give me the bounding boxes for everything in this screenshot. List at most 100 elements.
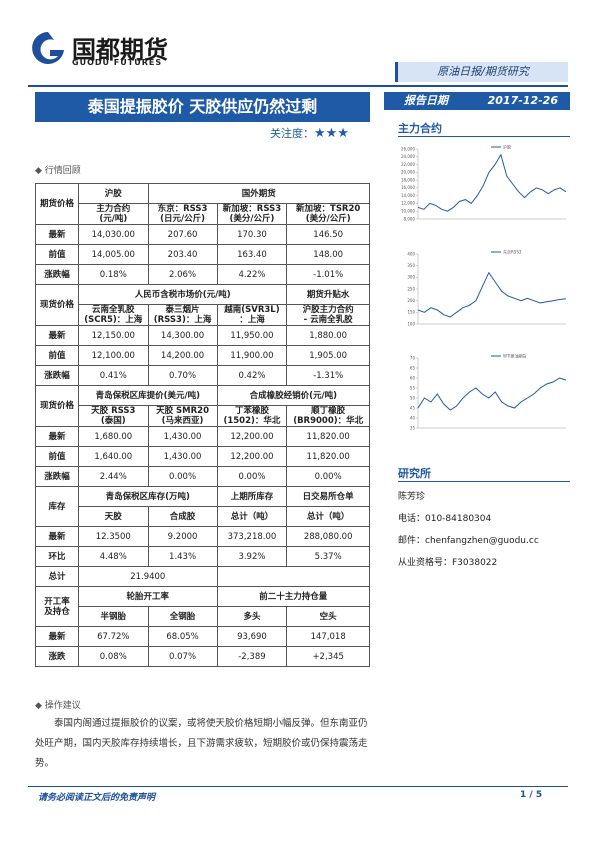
table-cell: 146.50: [286, 224, 370, 245]
table-cell: 12.3500: [78, 526, 149, 547]
y-tick-label: 45: [410, 405, 416, 410]
table-cell: 163.40: [216, 244, 288, 265]
y-tick-label: 16,000: [401, 185, 415, 190]
y-tick-label: 350: [407, 263, 415, 268]
table-cell: 前值: [35, 244, 79, 265]
table-cell: 新加坡：RSS3 (美分/公斤): [216, 203, 288, 225]
table-row: 前值 1,640.00 1,430.00 12,200.00 11,820.00: [35, 446, 370, 467]
table-row: 前值 14,005.00 203.40 163.40 148.00: [35, 244, 370, 265]
table-row: 最新 14,030.00 207.60 170.30 146.50: [35, 224, 370, 245]
y-tick-label: 300: [407, 275, 415, 280]
table-row: 涨跌 0.08% 0.07% -2,389 +2,345: [35, 646, 370, 667]
contact-email: 邮件：chenfangzhen@guodu.cc: [398, 536, 539, 546]
table-cell: 青岛保税区库存(万吨): [78, 486, 218, 507]
table-cell: 天胶 SMR20 (马来西亚): [147, 405, 218, 427]
y-tick-label: 14,000: [401, 193, 415, 198]
table-cell: 总计（吨）: [286, 506, 370, 527]
table-cell: 170.30: [216, 224, 288, 245]
rule: [28, 85, 568, 87]
table-cell: 国外期货: [147, 183, 371, 204]
table-cell: 期货升贴水: [286, 284, 370, 305]
table-cell: 轮胎开工率: [78, 586, 218, 607]
logo-en: GUODU FUTURES: [72, 58, 163, 67]
table-cell: 4.48%: [78, 546, 149, 567]
y-tick-label: 10,000: [401, 209, 415, 214]
empty-cell: [216, 566, 371, 587]
table-cell: 21.9400: [78, 566, 218, 587]
table-cell: 0.18%: [78, 264, 149, 285]
y-tick-label: 55: [410, 385, 416, 390]
advice-heading: ◆ 操作建议: [35, 701, 81, 711]
table-row: 涨跌幅 2.44% 0.00% 0.00% 0.00%: [35, 466, 370, 487]
series-line: [417, 153, 567, 212]
table-cell: 最新: [35, 526, 79, 547]
attention: 关注度：★★★: [270, 125, 349, 141]
table-cell: 14,300.00: [147, 325, 218, 346]
table-cell: 前值: [35, 345, 79, 366]
table-cell: 0.41%: [78, 365, 149, 386]
table-cell: 11,950.00: [216, 325, 288, 346]
contact-name: 陈芳珍: [398, 492, 426, 502]
table-cell: 0.00%: [216, 466, 288, 487]
table-cell: 天胶 RSS3 (泰国): [78, 405, 149, 427]
date-label: 报告日期: [404, 94, 448, 107]
series-line: [417, 271, 567, 318]
table-cell: +2,345: [286, 646, 370, 667]
table-cell: 前二十主力持仓量: [216, 586, 371, 607]
table-cell: 天胶: [78, 506, 149, 527]
table-cell: 11,820.00: [286, 446, 370, 467]
table-cell: 12,200.00: [216, 426, 288, 447]
table-cell: 9.2000: [147, 526, 218, 547]
advice-text: 泰国内阁通过提振胶价的议案，或将使天胶价格短期小幅反弹。但东南亚仍处旺产期，国内…: [35, 718, 368, 769]
table-cell: 373,218.00: [216, 526, 288, 547]
table-row: 半钢胎 全钢胎 多头 空头: [36, 606, 370, 627]
table-cell: 泰三烟片 (RSS3)：上海: [147, 304, 218, 326]
table-row: 天胶 合成胶 总计（吨） 总计（吨）: [36, 506, 370, 527]
table-cell: 越南(SVR3L) ：上海: [216, 304, 288, 326]
table-row: 总计 21.9400: [35, 566, 371, 587]
logo-icon: [32, 32, 64, 64]
table-cell: 148.00: [286, 244, 370, 265]
table-cell: 14,030.00: [78, 224, 149, 245]
line-chart: 8,000 10,000 12,000 14,000 16,000 18,000 20,00…: [401, 144, 567, 221]
y-tick-label: 150: [407, 310, 415, 315]
table-cell: 2.06%: [147, 264, 218, 285]
main-contract-heading: 主力合约: [398, 120, 570, 137]
legend-label: 沪胶: [503, 144, 511, 150]
table-row: 最新 1,680.00 1,430.00 12,200.00 11,820.00: [35, 426, 370, 447]
table-cell: 开工率 及持仓: [35, 586, 79, 627]
table-row: 最新 12,150.00 14,300.00 11,950.00 1,880.00: [35, 325, 370, 346]
line-chart: 35 40 45 50 55 60 65 70 WTI原油期货: [410, 353, 567, 430]
table-cell: 1,880.00: [286, 325, 370, 346]
table-cell: 沪胶主力合约 - 云南全乳胶: [286, 304, 370, 326]
table-cell: 0.00%: [286, 466, 370, 487]
table-cell: 1,680.00: [78, 426, 149, 447]
table-cell: 1.43%: [147, 546, 218, 567]
page-number: 1 / 5: [520, 790, 543, 800]
table-cell: 最新: [35, 626, 79, 647]
table-row: 云南全乳胶 (SCR5)：上海 泰三烟片 (RSS3)：上海 越南(SVR3L) ：…: [36, 304, 370, 326]
attention-label: 关注度：: [270, 127, 314, 140]
table-cell: 14,200.00: [147, 345, 218, 366]
review-text: 行情回顾: [44, 166, 81, 176]
y-tick-label: 400: [407, 251, 415, 256]
y-tick-label: 70: [410, 355, 416, 360]
table-row: 涨跌幅 0.18% 2.06% 4.22% -1.01%: [35, 264, 370, 285]
y-tick-label: 40: [410, 415, 416, 420]
table-cell: 93,690: [216, 626, 288, 647]
y-tick-label: 250: [407, 286, 415, 291]
table-cell: 1,640.00: [78, 446, 149, 467]
table-cell: 云南全乳胶 (SCR5)：上海: [78, 304, 149, 326]
table-cell: 0.70%: [147, 365, 218, 386]
table-row: 主力合约 (元/吨) 东京：RSS3 (日元/公斤) 新加坡：RSS3 (美分/公斤…: [36, 203, 370, 225]
table-cell: 全钢胎: [147, 606, 218, 627]
table-row: 现货价格 人民币含税市场价(元/吨) 期货升贴水: [35, 284, 370, 326]
table-cell: 主力合约 (元/吨): [78, 203, 149, 225]
table-cell: 207.60: [147, 224, 218, 245]
logo-text: 国都期货: [72, 36, 168, 64]
table-cell: 最新: [35, 325, 79, 346]
table-cell: 合成胶: [147, 506, 218, 527]
table-cell: 顺丁橡胶 (BR9000)：华北: [286, 405, 370, 427]
table-row: 天胶 RSS3 (泰国) 天胶 SMR20 (马来西亚) 丁苯橡胶 (1502)：华…: [36, 405, 370, 427]
table-row: 库存 青岛保税区库存(万吨) 上期所库存 日交易所仓单: [35, 486, 370, 527]
